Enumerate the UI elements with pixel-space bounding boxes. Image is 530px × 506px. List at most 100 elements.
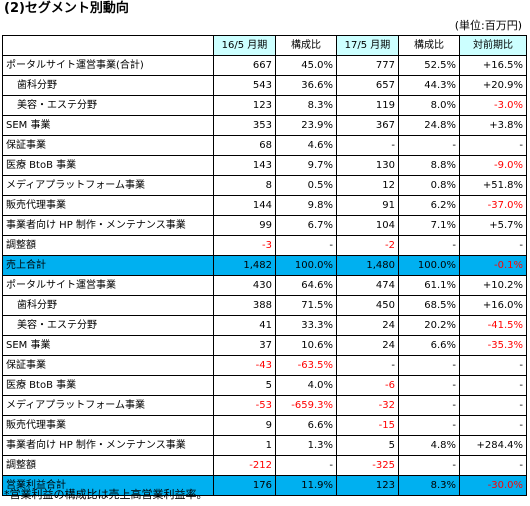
- value-fy17-cell: 104: [336, 215, 399, 236]
- share-fy16-cell: 45.0%: [275, 55, 337, 76]
- share-fy17-cell: 4.8%: [398, 435, 460, 456]
- share-fy16-cell: -659.3%: [275, 395, 337, 416]
- segment-table: 16/5 月期 構成比 17/5 月期 構成比 対前期比 ポータルサイト運営事業…: [2, 35, 527, 496]
- share-fy17-cell: -: [398, 395, 460, 416]
- share-fy16-cell: 71.5%: [275, 295, 337, 316]
- share-fy17-cell: -: [398, 135, 460, 156]
- yoy-change-cell: -9.0%: [459, 155, 527, 176]
- share-fy17-cell: 6.2%: [398, 195, 460, 216]
- row-label: 調整額: [2, 455, 214, 476]
- value-fy16-cell: -53: [213, 395, 276, 416]
- row-label: メディアプラットフォーム事業: [2, 395, 214, 416]
- value-fy17-cell: -32: [336, 395, 399, 416]
- share-fy17-cell: 8.8%: [398, 155, 460, 176]
- value-fy17-cell: -6: [336, 375, 399, 396]
- row-label: 事業者向け HP 制作・メンテナンス事業: [2, 435, 214, 456]
- value-fy16-cell: 1: [213, 435, 276, 456]
- yoy-change-cell: +20.9%: [459, 75, 527, 96]
- table-row: 医療 BtoB 事業 5 4.0% -6- -: [2, 375, 527, 396]
- share-fy17-cell: 7.1%: [398, 215, 460, 236]
- header-fy16: 16/5 月期: [213, 35, 276, 56]
- table-row: 営業利益合計 176 11.9% 123 8.3% -30.0%: [2, 475, 527, 496]
- value-fy17-cell: 12: [336, 175, 399, 196]
- share-fy17-cell: -: [398, 455, 460, 476]
- table-row: メディアプラットフォーム事業 -53 -659.3% -32- -: [2, 395, 527, 416]
- share-fy16-cell: 11.9%: [275, 475, 337, 496]
- row-label: 売上合計: [2, 255, 214, 276]
- share-fy16-cell: 10.6%: [275, 335, 337, 356]
- yoy-change-cell: +5.7%: [459, 215, 527, 236]
- row-label: 営業利益合計: [2, 475, 214, 496]
- value-fy16-cell: 8: [213, 175, 276, 196]
- share-fy16-cell: 6.6%: [275, 415, 337, 436]
- row-label: 販売代理事業: [2, 415, 214, 436]
- share-fy16-cell: 4.6%: [275, 135, 337, 156]
- table-row: 売上合計 1,482 100.0% 1,480 100.0% -0.1%: [2, 255, 527, 276]
- share-fy16-cell: 100.0%: [275, 255, 337, 276]
- value-fy17-cell: 450: [336, 295, 399, 316]
- share-fy17-cell: -: [398, 375, 460, 396]
- row-label: メディアプラットフォーム事業: [2, 175, 214, 196]
- row-label: 医療 BtoB 事業: [2, 375, 214, 396]
- yoy-change-cell: -: [459, 235, 527, 256]
- value-fy17-cell: -325: [336, 455, 399, 476]
- row-label: 美容・エステ分野: [2, 95, 214, 116]
- table-row: 事業者向け HP 制作・メンテナンス事業 99 6.7% 104 7.1% +5.7%: [2, 215, 527, 236]
- value-fy16-cell: 144: [213, 195, 276, 216]
- yoy-change-cell: +51.8%: [459, 175, 527, 196]
- value-fy16-cell: 353: [213, 115, 276, 136]
- share-fy16-cell: 4.0%: [275, 375, 337, 396]
- share-fy17-cell: -: [398, 415, 460, 436]
- table-row: 美容・エステ分野 41 33.3% 24 20.2% -41.5%: [2, 315, 527, 336]
- share-fy17-cell: 68.5%: [398, 295, 460, 316]
- value-fy17-cell: 123: [336, 475, 399, 496]
- share-fy17-cell: -: [398, 235, 460, 256]
- value-fy16-cell: 99: [213, 215, 276, 236]
- value-fy17-cell: -15: [336, 415, 399, 436]
- row-label: 歯科分野: [2, 75, 214, 96]
- value-fy17-cell: 91: [336, 195, 399, 216]
- header-blank: [2, 35, 214, 56]
- share-fy16-cell: 9.8%: [275, 195, 337, 216]
- value-fy17-cell: 119: [336, 95, 399, 116]
- value-fy17-cell: 1,480: [336, 255, 399, 276]
- header-share-16: 構成比: [275, 35, 337, 56]
- header-yoy: 対前期比: [459, 35, 527, 56]
- table-row: 販売代理事業 9 6.6% -15- -: [2, 415, 527, 436]
- yoy-change-cell: +10.2%: [459, 275, 527, 296]
- table-row: 医療 BtoB 事業 143 9.7% 130 8.8% -9.0%: [2, 155, 527, 176]
- row-label: ポータルサイト運営事業: [2, 275, 214, 296]
- table-row: 美容・エステ分野 123 8.3% 119 8.0% -3.0%: [2, 95, 527, 116]
- yoy-change-cell: -: [459, 355, 527, 376]
- share-fy17-cell: -: [398, 355, 460, 376]
- value-fy16-cell: 543: [213, 75, 276, 96]
- share-fy16-cell: 36.6%: [275, 75, 337, 96]
- row-label: 医療 BtoB 事業: [2, 155, 214, 176]
- share-fy17-cell: 52.5%: [398, 55, 460, 76]
- header-share-17: 構成比: [398, 35, 460, 56]
- table-row: ポータルサイト運営事業 430 64.6% 474 61.1% +10.2%: [2, 275, 527, 296]
- footnote: *営業利益の構成比は売上高営業利益率。: [4, 488, 208, 501]
- yoy-change-cell: -: [459, 415, 527, 436]
- share-fy16-cell: 23.9%: [275, 115, 337, 136]
- table-row: 調整額 -3- -2- -: [2, 235, 527, 256]
- row-label: 保証事業: [2, 355, 214, 376]
- yoy-change-cell: -: [459, 135, 527, 156]
- yoy-change-cell: +16.5%: [459, 55, 527, 76]
- yoy-change-cell: -37.0%: [459, 195, 527, 216]
- value-fy17-cell: 24: [336, 335, 399, 356]
- value-fy17-cell: -2: [336, 235, 399, 256]
- table-row: ポータルサイト運営事業(合計) 667 45.0% 777 52.5% +16.5%: [2, 55, 527, 76]
- row-label: SEM 事業: [2, 335, 214, 356]
- yoy-change-cell: -3.0%: [459, 95, 527, 116]
- share-fy16-cell: 64.6%: [275, 275, 337, 296]
- yoy-change-cell: +16.0%: [459, 295, 527, 316]
- row-label: 販売代理事業: [2, 195, 214, 216]
- share-fy16-cell: 1.3%: [275, 435, 337, 456]
- yoy-change-cell: -0.1%: [459, 255, 527, 276]
- value-fy17-cell: 24: [336, 315, 399, 336]
- share-fy16-cell: 9.7%: [275, 155, 337, 176]
- value-fy17-cell: 130: [336, 155, 399, 176]
- value-fy16-cell: 143: [213, 155, 276, 176]
- row-label: 調整額: [2, 235, 214, 256]
